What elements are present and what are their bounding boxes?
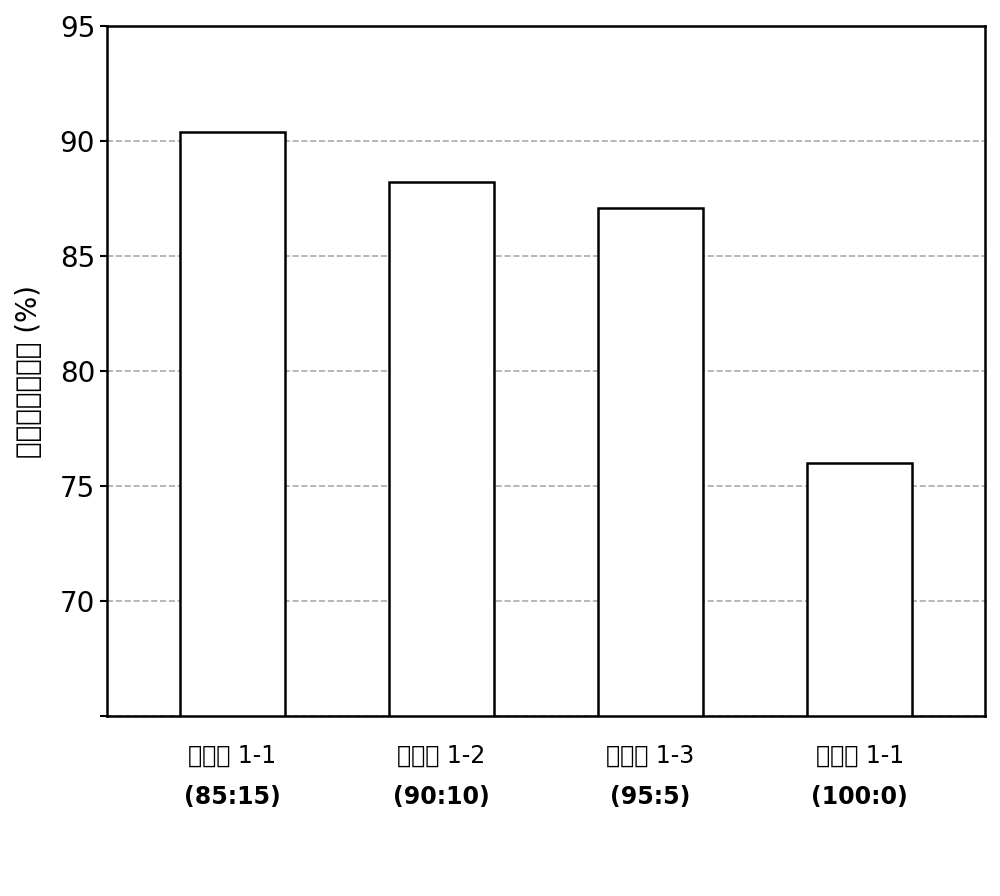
Text: (95:5): (95:5): [610, 786, 691, 809]
Text: 实施例 1-3: 实施例 1-3: [606, 744, 695, 768]
Text: (90:10): (90:10): [393, 786, 490, 809]
Bar: [807, 463, 912, 716]
Text: (85:15): (85:15): [184, 786, 281, 809]
Bar: [389, 183, 494, 716]
Bar: [598, 208, 703, 716]
Bar: [180, 132, 285, 716]
Y-axis label: 初次充放电效率 (%): 初次充放电效率 (%): [15, 285, 43, 458]
Text: 实施例 1-2: 实施例 1-2: [397, 744, 486, 768]
Text: (100:0): (100:0): [811, 786, 908, 809]
Text: 实施例 1-1: 实施例 1-1: [188, 744, 276, 768]
Text: 比较例 1-1: 比较例 1-1: [816, 744, 904, 768]
